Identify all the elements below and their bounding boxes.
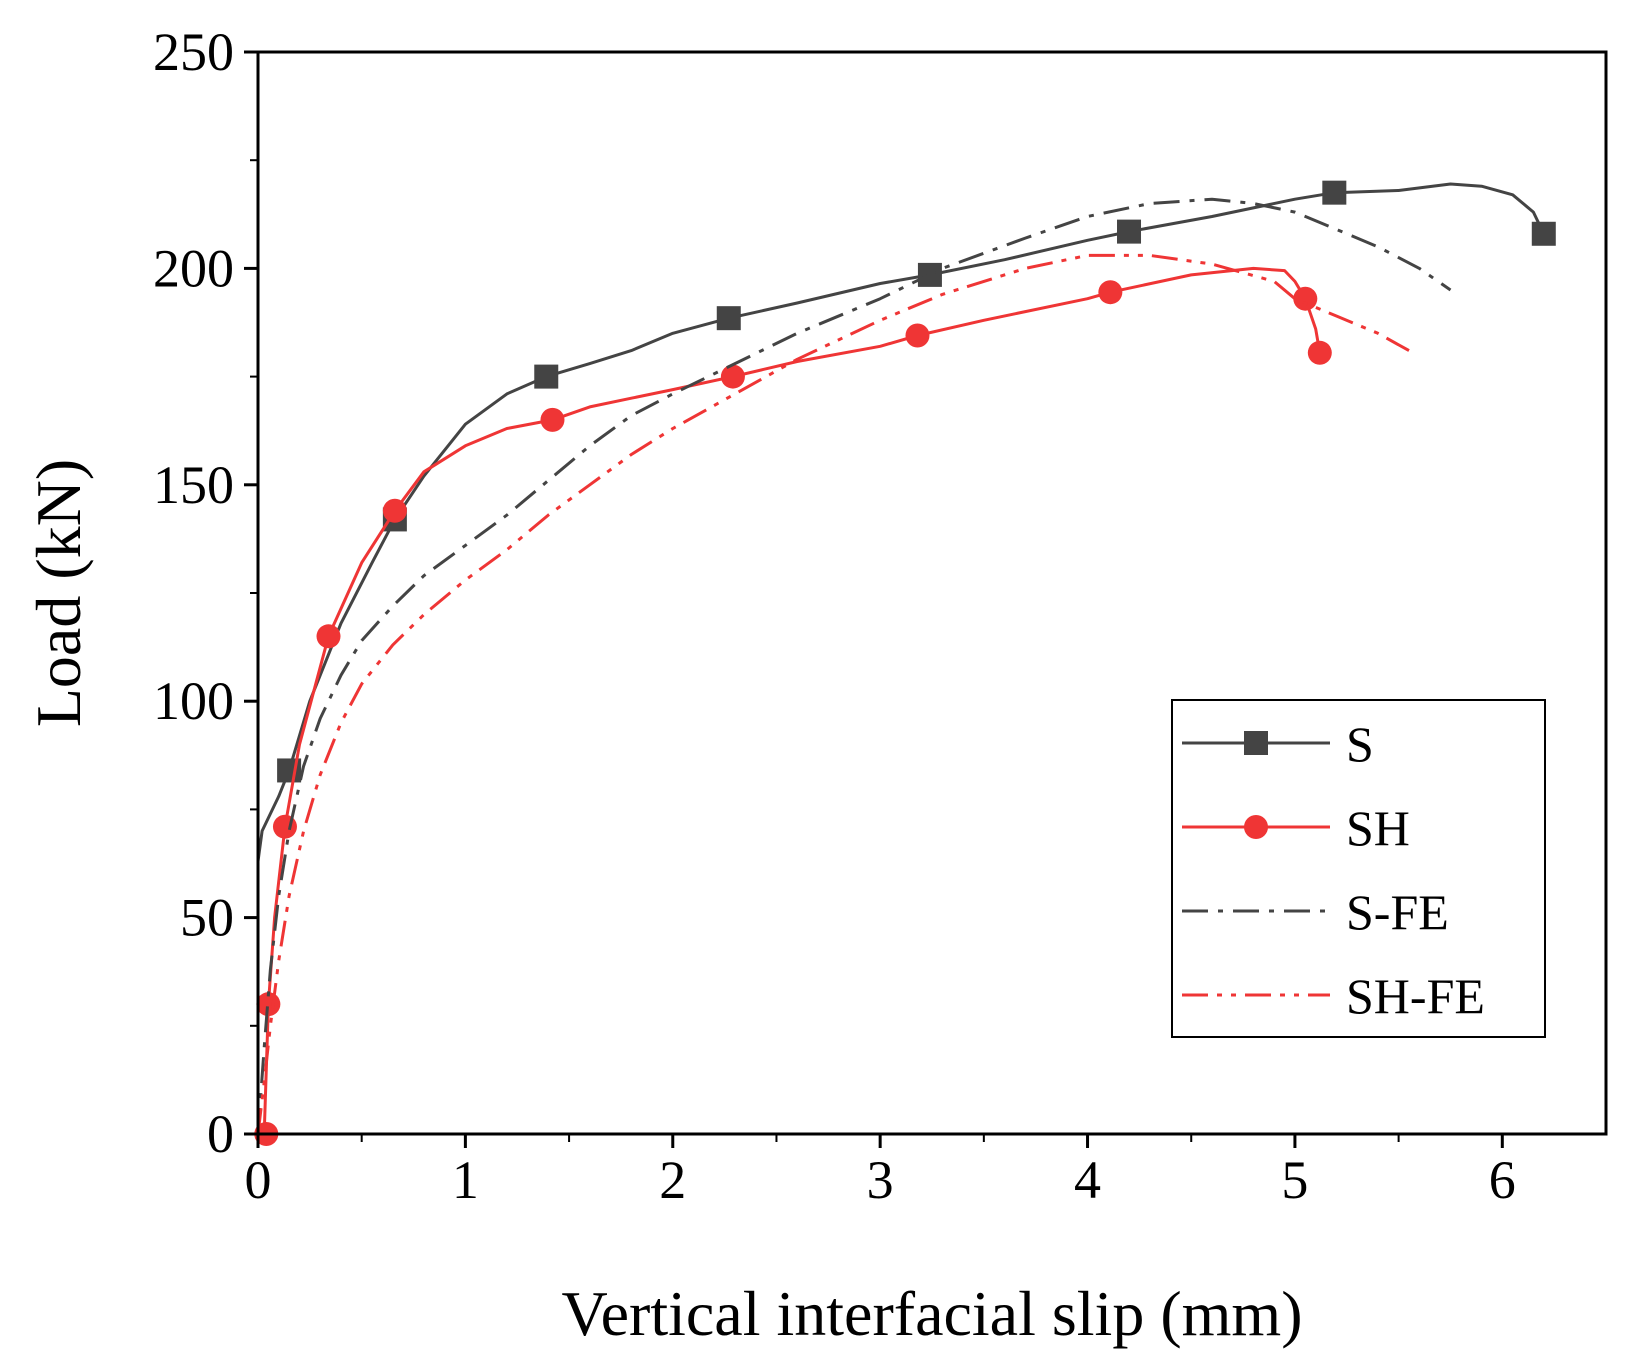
series-s-marker bbox=[534, 364, 559, 389]
x-tick-label: 2 bbox=[659, 1150, 686, 1210]
series-s-fe-line bbox=[256, 197, 1452, 1135]
series-sh-marker bbox=[316, 624, 341, 649]
legend-entry-s-fe: S-FE bbox=[1182, 884, 1449, 940]
series-layer bbox=[254, 180, 1556, 1146]
axis-layer: 0 1 2 3 4 5 6 0 50 100 150 200 250 bbox=[153, 22, 1516, 1210]
series-s-marker bbox=[716, 306, 741, 331]
legend-swatch-marker bbox=[1244, 815, 1268, 839]
x-tick-label: 6 bbox=[1489, 1150, 1516, 1210]
legend-entry-sh-fe: SH-FE bbox=[1182, 968, 1485, 1024]
legend-entries: S SH S-FE SH-FE bbox=[1182, 716, 1485, 1024]
series-s-marker bbox=[1117, 219, 1142, 244]
series-sh-marker bbox=[382, 498, 407, 523]
legend-entry-sh: SH bbox=[1182, 800, 1410, 856]
legend-label: S bbox=[1346, 716, 1374, 772]
series-s-fe bbox=[256, 197, 1452, 1135]
y-tick-label: 0 bbox=[207, 1104, 234, 1164]
series-sh-line bbox=[262, 266, 1322, 1135]
series-sh-marker bbox=[720, 364, 745, 389]
series-s-marker bbox=[1531, 221, 1556, 246]
y-tick-label: 50 bbox=[180, 888, 234, 948]
legend-label: SH-FE bbox=[1346, 968, 1485, 1024]
x-tick-label: 3 bbox=[867, 1150, 894, 1210]
legend-swatch-marker bbox=[1244, 731, 1268, 755]
legend-box bbox=[1171, 699, 1546, 1038]
y-tick-label: 100 bbox=[153, 671, 234, 731]
legend-label: SH bbox=[1346, 800, 1410, 856]
x-tick-label: 1 bbox=[452, 1150, 479, 1210]
legend: S SH S-FE SH-FE bbox=[1171, 699, 1546, 1038]
series-sh-marker bbox=[1098, 280, 1123, 305]
series-sh-marker bbox=[1293, 286, 1318, 311]
y-axis-title: Load (kN) bbox=[23, 459, 94, 727]
series-sh-marker bbox=[540, 407, 565, 432]
legend-label: S-FE bbox=[1346, 884, 1449, 940]
series-sh-fe bbox=[256, 253, 1410, 1135]
series-sh-marker bbox=[1307, 340, 1332, 365]
legend-entry-s: S bbox=[1182, 716, 1374, 772]
y-tick-label: 150 bbox=[153, 455, 234, 515]
y-tick-label: 250 bbox=[153, 22, 234, 82]
series-s-marker bbox=[1322, 180, 1347, 205]
series-sh bbox=[254, 266, 1332, 1146]
y-tick-label: 200 bbox=[153, 238, 234, 298]
x-axis-title: Vertical interfacial slip (mm) bbox=[561, 1278, 1302, 1349]
x-tick-label: 4 bbox=[1074, 1150, 1101, 1210]
x-tick-label: 5 bbox=[1281, 1150, 1308, 1210]
x-tick-label: 0 bbox=[245, 1150, 272, 1210]
series-sh-fe-line bbox=[256, 253, 1410, 1135]
series-sh-marker bbox=[905, 323, 930, 348]
